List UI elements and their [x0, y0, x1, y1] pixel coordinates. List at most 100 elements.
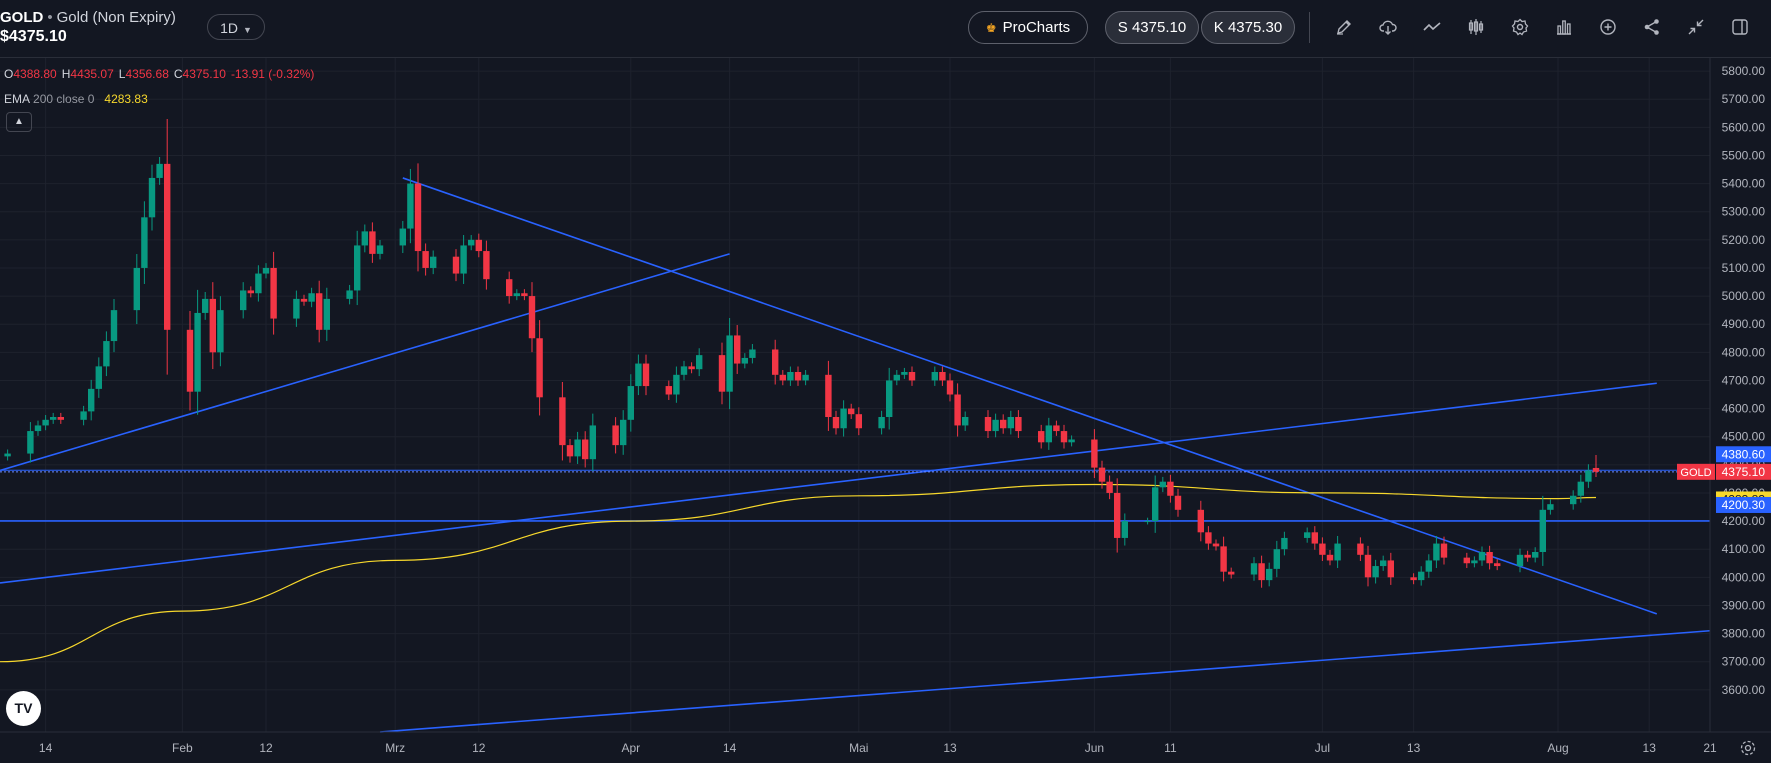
candle-body: [787, 372, 794, 381]
pencil-icon[interactable]: [1334, 17, 1354, 37]
candle-body: [1167, 481, 1174, 496]
candle: [1433, 535, 1440, 569]
candle: [992, 413, 999, 438]
candle: [589, 413, 596, 471]
candle: [1304, 527, 1311, 543]
tradingview-logo[interactable]: TV: [6, 691, 41, 726]
time-axis[interactable]: 14 Feb 12 Mrz 12 Apr 14 Mai 13 Jun 11 Jul 13 Aug 13 21: [0, 731, 1771, 755]
plus-circle-icon[interactable]: [1598, 17, 1618, 37]
candle-body: [186, 329, 194, 392]
chevron-up-icon[interactable]: ▲: [6, 112, 32, 132]
ema-legend[interactable]: EMA 200 close 0 4283.83: [4, 92, 148, 106]
candle-body: [939, 372, 946, 381]
candle-body: [1577, 481, 1584, 496]
buy-button[interactable]: K 4375.30: [1201, 11, 1295, 44]
horizontal-lines[interactable]: [0, 469, 1710, 522]
candle-body: [984, 417, 992, 432]
candle-body: [749, 349, 756, 358]
symbol[interactable]: GOLD: [0, 9, 44, 26]
candle-body: [901, 372, 908, 375]
candle-body: [878, 417, 885, 429]
price-tick-label: 4800.00: [1722, 345, 1766, 359]
collapse-icon[interactable]: [1686, 17, 1706, 37]
candle: [1091, 429, 1098, 479]
candle-body: [962, 417, 969, 426]
price-tick-label: 5600.00: [1722, 120, 1766, 134]
candle-body: [57, 417, 64, 420]
candle-body: [886, 380, 893, 417]
procharts-button[interactable]: ♚ ProCharts: [968, 11, 1088, 44]
time-tick-label: 13: [1407, 741, 1421, 755]
candle: [1494, 559, 1501, 571]
candle-body: [1304, 532, 1311, 538]
candle-body: [1585, 470, 1592, 482]
candle-body: [1532, 552, 1539, 558]
trendlines[interactable]: [0, 177, 1711, 733]
candle: [802, 370, 809, 386]
separator-dot: •: [47, 9, 53, 26]
time-tick-label: Apr: [621, 741, 640, 755]
candle-body: [148, 177, 156, 218]
candle-body: [95, 366, 102, 389]
candle: [1319, 537, 1326, 561]
time-tick-label: 21: [1703, 741, 1717, 755]
candle: [908, 366, 916, 386]
candle-body: [620, 419, 627, 446]
share-icon[interactable]: [1642, 17, 1662, 37]
price-tick-label: 4600.00: [1722, 402, 1766, 416]
candle-body: [369, 231, 376, 254]
candle-body: [1319, 543, 1326, 555]
candle-body: [1152, 487, 1159, 522]
candle: [50, 412, 57, 424]
candle-body: [1570, 495, 1577, 505]
candle-body: [346, 290, 353, 299]
candle-body: [4, 453, 11, 457]
candle-body: [270, 267, 277, 319]
price-tick-label: 4000.00: [1722, 570, 1766, 584]
price-tag-label: 4380.60: [1722, 447, 1766, 461]
trend-icon[interactable]: [1422, 17, 1442, 37]
sell-button[interactable]: S 4375.10: [1105, 11, 1199, 44]
timeframe-button[interactable]: 1D ▼: [207, 14, 265, 40]
candle-body: [1357, 543, 1364, 555]
candle: [954, 383, 961, 437]
candles-icon[interactable]: [1466, 17, 1486, 37]
candle: [1038, 424, 1045, 449]
panel-icon[interactable]: [1730, 17, 1750, 37]
time-tick-label: 14: [39, 741, 53, 755]
candle: [946, 373, 954, 402]
time-tick-label: Aug: [1547, 741, 1568, 755]
candle-body: [1425, 560, 1432, 572]
gear-icon[interactable]: [1510, 17, 1530, 37]
candle-body: [422, 251, 429, 268]
candle: [103, 331, 110, 377]
candle: [95, 357, 102, 398]
time-tick-label: 13: [943, 741, 957, 755]
candle-body: [1068, 439, 1075, 443]
bar-chart-icon[interactable]: [1554, 17, 1574, 37]
candle: [1585, 464, 1592, 488]
candle: [1357, 537, 1364, 561]
candle-body: [612, 425, 619, 446]
candle-body: [354, 245, 361, 291]
candle: [1273, 540, 1280, 578]
candle-body: [308, 293, 315, 302]
candle: [513, 289, 520, 301]
candle: [1547, 499, 1554, 515]
settings-gear-icon[interactable]: [1738, 738, 1758, 758]
time-tick-label: Mai: [849, 741, 868, 755]
candle: [726, 318, 733, 410]
candle-body: [536, 338, 543, 398]
candle-body: [88, 388, 95, 412]
price-axis[interactable]: 5800.00 5700.00 5600.00 5500.00 5400.00 5300.…: [1677, 57, 1771, 732]
candle: [1212, 539, 1220, 551]
candle-body: [1387, 560, 1394, 578]
candle: [194, 289, 201, 415]
candle: [635, 354, 642, 396]
cloud-icon[interactable]: [1378, 17, 1398, 37]
candle: [1106, 475, 1113, 500]
price-axis-bg: [1710, 57, 1771, 732]
ohlc-legend: O4388.80 H4435.07 L4356.68 C4375.10 -13.91 (…: [4, 67, 319, 81]
candle: [931, 366, 938, 386]
